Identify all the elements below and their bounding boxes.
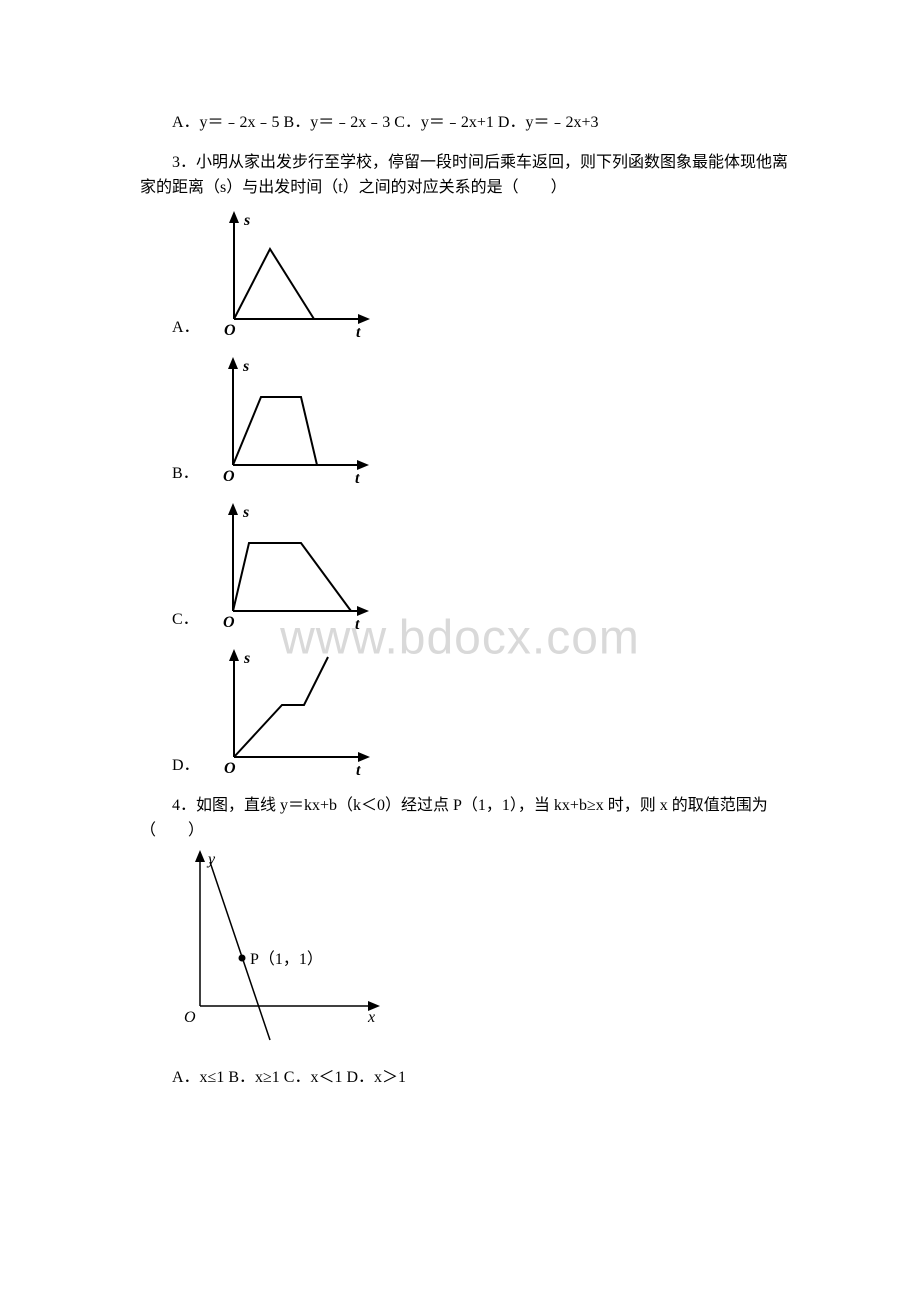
svg-text:x: x — [367, 1009, 375, 1026]
q2-options-text: A．y＝﹣2x﹣5 B．y＝﹣2x﹣3 C．y＝﹣2x+1 D．y＝﹣2x+3 — [140, 110, 800, 136]
svg-text:s: s — [243, 212, 250, 229]
q3: 3．小明从家出发步行至学校，停留一段时间后乘车返回，则下列函数图象最能体现他离家… — [140, 150, 800, 779]
q3-graph-d: s t O — [206, 639, 376, 779]
q4-options: A．x≤1 B．x≥1 C．x＜1 D．x＞1 — [140, 1065, 800, 1091]
q3-text: 3．小明从家出发步行至学校，停留一段时间后乘车返回，则下列函数图象最能体现他离家… — [140, 150, 800, 201]
svg-text:O: O — [223, 468, 235, 485]
svg-text:t: t — [356, 762, 361, 779]
q4: 4．如图，直线 y＝kx+b（k＜0）经过点 P（1，1），当 kx+b≥x 时… — [140, 793, 800, 1090]
svg-text:s: s — [243, 650, 250, 667]
q2-options: A．y＝﹣2x﹣5 B．y＝﹣2x﹣3 C．y＝﹣2x+1 D．y＝﹣2x+3 — [140, 110, 800, 136]
q4-text: 4．如图，直线 y＝kx+b（k＜0）经过点 P（1，1），当 kx+b≥x 时… — [140, 793, 800, 844]
q3-label-b: B． — [172, 461, 199, 487]
q3-option-a: A． s t O — [172, 201, 800, 341]
svg-text:O: O — [224, 322, 236, 339]
q3-option-d: D． s t O — [172, 639, 800, 779]
q3-label-c: C． — [172, 607, 199, 633]
svg-text:O: O — [223, 614, 235, 631]
q3-graph-b: s t O — [205, 347, 375, 487]
q3-option-c: C． s t O — [172, 493, 800, 633]
q3-graph-a: s t O — [206, 201, 376, 341]
svg-text:t: t — [356, 324, 361, 341]
svg-text:s: s — [242, 358, 249, 375]
svg-text:t: t — [355, 616, 360, 633]
q3-graph-c: s t O — [205, 493, 375, 633]
svg-text:s: s — [242, 504, 249, 521]
svg-text:P（1，1）: P（1，1） — [250, 950, 323, 968]
page-content: A．y＝﹣2x﹣5 B．y＝﹣2x﹣3 C．y＝﹣2x+1 D．y＝﹣2x+3 … — [0, 0, 920, 1164]
q3-option-b: B． s t O — [172, 347, 800, 487]
q3-label-a: A． — [172, 315, 200, 341]
svg-text:t: t — [355, 470, 360, 487]
q4-figure: y x O P（1，1） — [158, 844, 388, 1044]
svg-text:O: O — [224, 760, 236, 777]
svg-text:O: O — [184, 1009, 196, 1026]
q3-label-d: D． — [172, 753, 200, 779]
